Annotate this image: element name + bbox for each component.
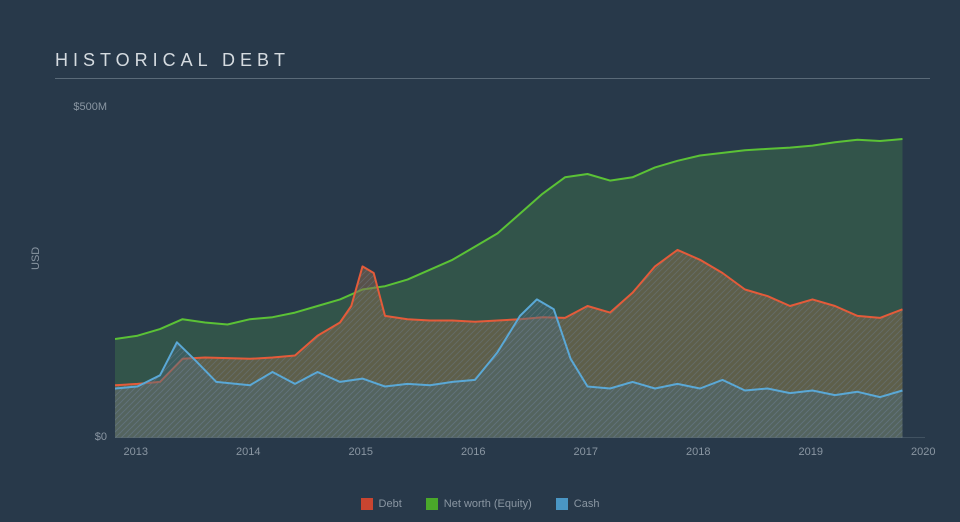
x-tick-label: 2020 — [911, 446, 935, 458]
x-tick-label: 2015 — [349, 446, 373, 458]
legend-label: Net worth (Equity) — [444, 498, 532, 510]
legend-swatch-cash — [556, 498, 568, 510]
y-tick-label: $0 — [95, 431, 107, 443]
legend-item-equity: Net worth (Equity) — [426, 498, 532, 510]
x-tick-label: 2018 — [686, 446, 710, 458]
legend-swatch-debt — [361, 498, 373, 510]
x-tick-label: 2016 — [461, 446, 485, 458]
x-tick-label: 2017 — [574, 446, 598, 458]
legend-label: Debt — [379, 498, 402, 510]
legend-item-debt: Debt — [361, 498, 402, 510]
x-tick-label: 2013 — [124, 446, 148, 458]
legend-swatch-equity — [426, 498, 438, 510]
x-tick-label: 2019 — [799, 446, 823, 458]
title-underline — [55, 78, 930, 79]
chart-title: HISTORICAL DEBT — [55, 50, 290, 71]
y-axis-label: USD — [30, 247, 42, 270]
legend-label: Cash — [574, 498, 600, 510]
historical-debt-chart — [115, 108, 925, 438]
x-tick-label: 2014 — [236, 446, 260, 458]
y-tick-label: $500M — [73, 101, 107, 113]
legend: Debt Net worth (Equity) Cash — [0, 498, 960, 510]
chart-container: HISTORICAL DEBT USD Debt Net worth (Equi… — [0, 0, 960, 522]
legend-item-cash: Cash — [556, 498, 600, 510]
